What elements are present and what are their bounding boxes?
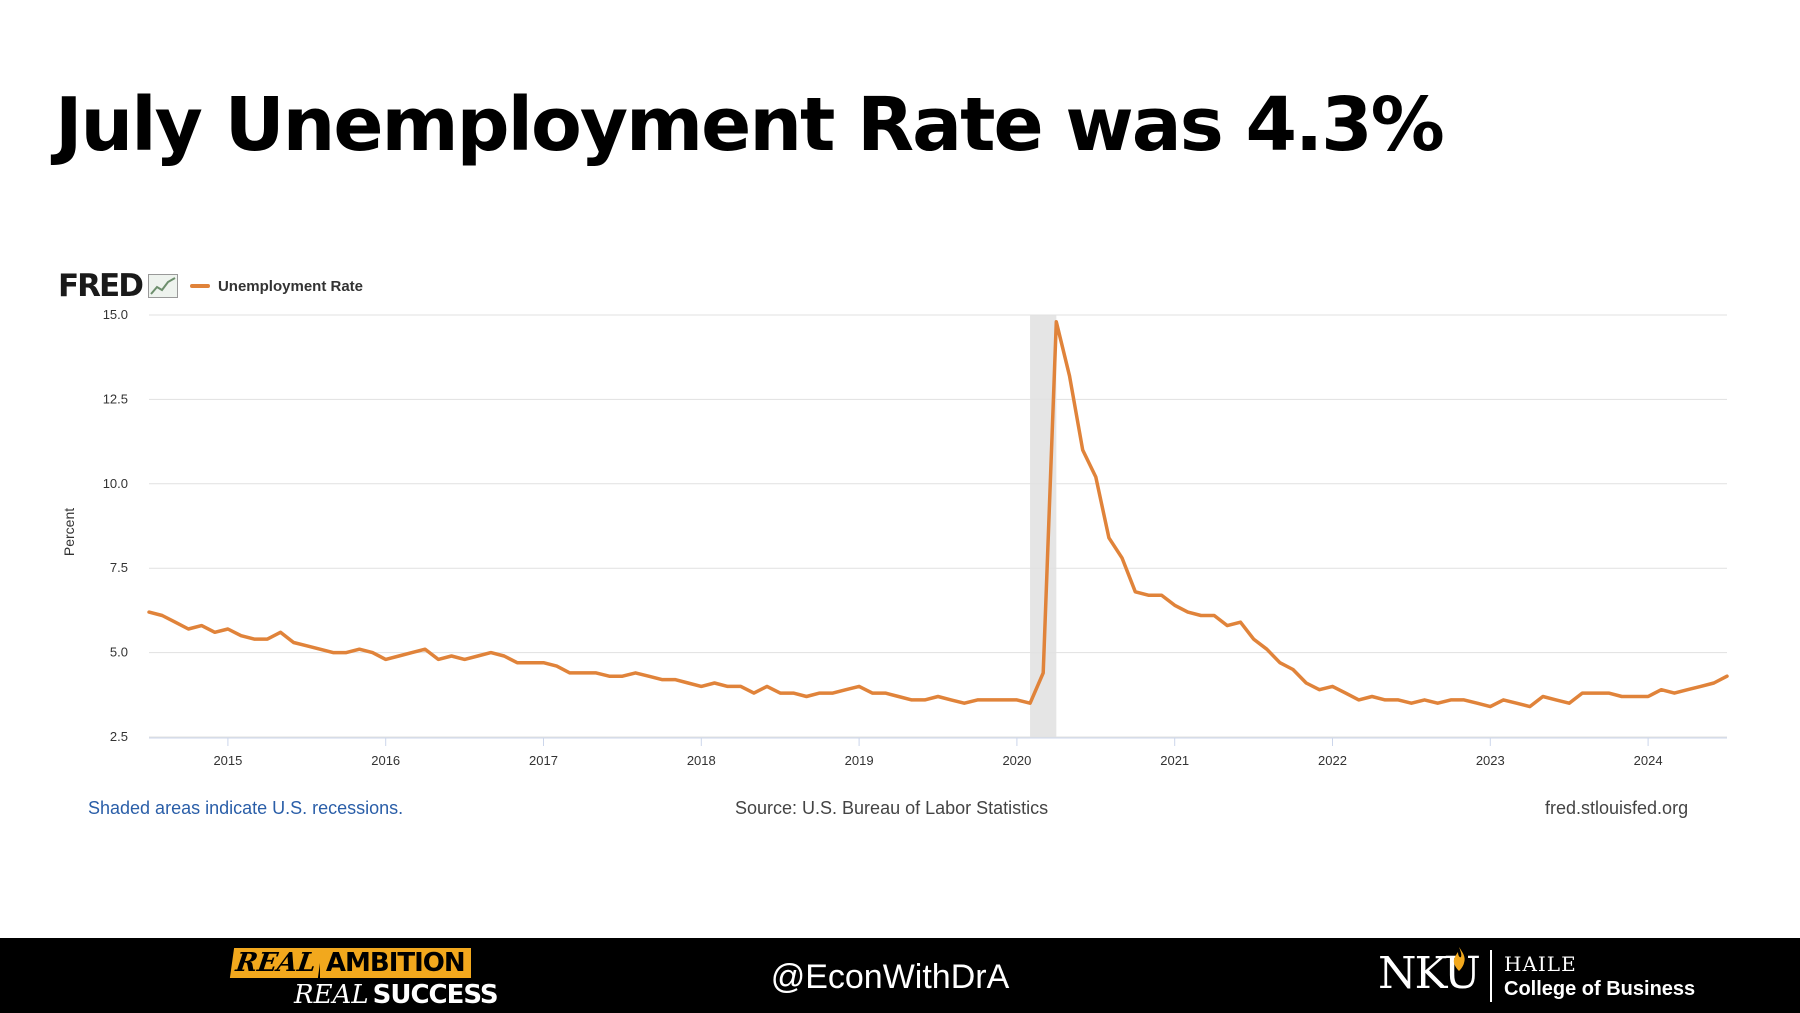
- chart-footnotes: Shaded areas indicate U.S. recessions. S…: [0, 798, 1800, 822]
- y-tick-label: 2.5: [110, 729, 128, 744]
- fred-graph-icon: [147, 274, 178, 298]
- legend-label: Unemployment Rate: [217, 277, 363, 295]
- y-axis-label: Percent: [61, 508, 77, 556]
- y-tick-label: 10.0: [103, 476, 128, 491]
- recession-note: Shaded areas indicate U.S. recessions.: [88, 798, 404, 818]
- x-tick-label: 2021: [1160, 753, 1189, 768]
- x-tick-label: 2019: [845, 753, 874, 768]
- logo-divider: [1490, 950, 1492, 1002]
- x-tick-label: 2015: [213, 753, 242, 768]
- series-group: [147, 320, 1729, 709]
- x-tick-label: 2022: [1318, 753, 1347, 768]
- series-line-unemployment-rate: [147, 320, 1729, 709]
- tagline-real-2: REAL: [294, 980, 369, 1010]
- y-tick-label: 12.5: [103, 391, 128, 406]
- x-tick-label: 2017: [529, 753, 558, 768]
- legend-swatch: [189, 284, 210, 288]
- y-tick-label: 5.0: [110, 645, 128, 660]
- unemployment-chart: 2015 2016 2017 2018 2019 2020 2021 2022 2023 2024…: [61, 307, 1729, 768]
- real-ambition-logo: REAL AMBITION REAL SUCCESS: [229, 946, 499, 1010]
- y-tick-label: 7.5: [110, 560, 128, 575]
- slide-title: July Unemployment Rate was 4.3%: [55, 82, 1445, 168]
- college-label: College of Business: [1504, 978, 1696, 1000]
- fred-site-link[interactable]: fred.stlouisfed.org: [1545, 798, 1689, 818]
- x-tick-label: 2018: [687, 753, 716, 768]
- fred-header: FRED Unemployment Rate: [58, 270, 363, 302]
- y-tick-label: 15.0: [103, 307, 128, 322]
- x-tick-label: 2016: [371, 753, 400, 768]
- fred-logo: FRED: [58, 267, 144, 304]
- x-tick-label: 2024: [1634, 753, 1663, 768]
- x-axis-group: 2015 2016 2017 2018 2019 2020 2021 2022 2023 2024: [149, 737, 1727, 768]
- tagline-success: SUCCESS: [372, 980, 499, 1010]
- haile-label: HAILE: [1504, 952, 1577, 976]
- social-handle: @EconWithDrA: [770, 958, 1010, 996]
- footer-bar: REAL AMBITION REAL SUCCESS @EconWithDrA …: [0, 938, 1800, 1013]
- flame-icon: [1453, 947, 1465, 971]
- grid-group: [149, 314, 1727, 738]
- tagline-ambition: AMBITION: [319, 948, 471, 978]
- source-note: Source: U.S. Bureau of Labor Statistics: [735, 798, 1049, 818]
- y-axis-group: 2.5 5.0 7.5 10.0 12.5 15.0: [103, 307, 128, 744]
- chart-legend: Unemployment Rate: [189, 277, 363, 295]
- x-tick-label: 2020: [1002, 753, 1031, 768]
- x-tick-label: 2023: [1476, 753, 1505, 768]
